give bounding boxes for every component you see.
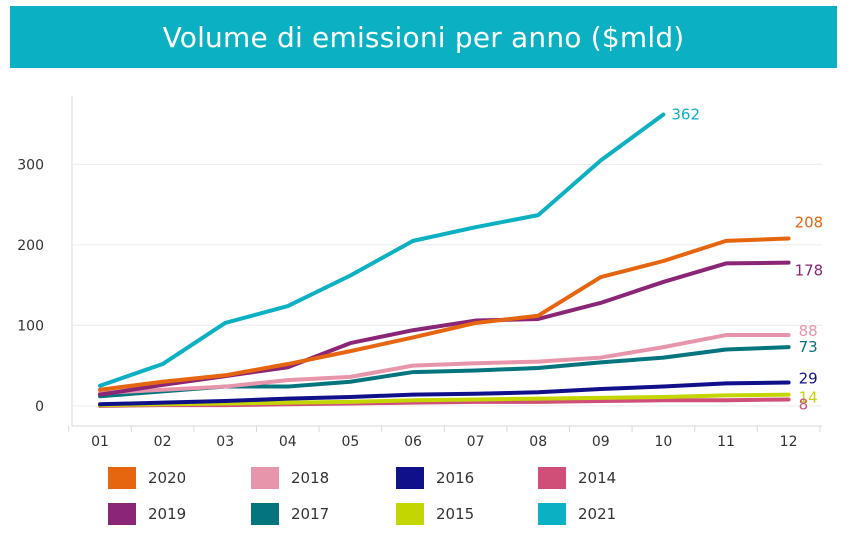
series-line-2016 (98, 380, 791, 407)
legend-item-2019: 2019 (108, 503, 186, 525)
legend-swatch (538, 503, 566, 525)
x-tick-label: 07 (467, 434, 485, 450)
x-tick-label: 02 (154, 434, 172, 450)
end-label-2020: 208 (795, 213, 824, 231)
legend-swatch (108, 503, 136, 525)
y-tick-label: 200 (17, 238, 44, 254)
legend-label: 2020 (148, 469, 187, 487)
y-tick-label: 0 (35, 399, 44, 415)
end-label-2014: 8 (799, 395, 809, 413)
legend-label: 2017 (291, 505, 330, 523)
legend-label: 2018 (291, 469, 330, 487)
series-line-2021 (98, 112, 666, 388)
x-tick-label: 06 (404, 434, 422, 450)
legend-label: 2015 (436, 505, 475, 523)
end-label-2016: 29 (799, 370, 818, 388)
x-tick-label: 01 (91, 434, 109, 450)
legend-item-2021: 2021 (538, 503, 616, 525)
end-label-2018: 88 (799, 322, 818, 340)
legend-swatch (538, 467, 566, 489)
legend-swatch (251, 467, 279, 489)
end-label-2021: 362 (671, 106, 700, 124)
y-tick-label: 300 (17, 157, 44, 173)
x-tick-label: 11 (717, 434, 735, 450)
chart-title: Volume di emissioni per anno ($mld) (10, 6, 837, 68)
x-tick-label: 05 (341, 434, 359, 450)
end-label-2019: 178 (795, 262, 824, 280)
legend-item-2020: 2020 (108, 467, 186, 489)
series-line-2015 (98, 392, 791, 408)
legend-label: 2019 (148, 505, 187, 523)
y-tick-label: 100 (17, 318, 44, 334)
legend-label: 2016 (436, 469, 475, 487)
x-tick-label: 12 (780, 434, 798, 450)
legend-item-2017: 2017 (251, 503, 329, 525)
legend-label: 2014 (578, 469, 617, 487)
legend-item-2014: 2014 (538, 467, 616, 489)
legend-item-2016: 2016 (396, 467, 474, 489)
x-tick-label: 03 (216, 434, 234, 450)
end-label-2015: 14 (799, 389, 818, 407)
x-tick-label: 08 (529, 434, 547, 450)
series-line-2018 (98, 333, 791, 395)
legend-item-2015: 2015 (396, 503, 474, 525)
legend-label: 2021 (578, 505, 617, 523)
legend-swatch (396, 503, 424, 525)
series-line-2020 (98, 236, 791, 392)
end-label-2017: 73 (799, 338, 818, 356)
x-tick-label: 09 (592, 434, 610, 450)
x-tick-label: 04 (279, 434, 297, 450)
legend-swatch (251, 503, 279, 525)
legend-item-2018: 2018 (251, 467, 329, 489)
legend-swatch (396, 467, 424, 489)
x-tick-label: 10 (654, 434, 672, 450)
legend-swatch (108, 467, 136, 489)
